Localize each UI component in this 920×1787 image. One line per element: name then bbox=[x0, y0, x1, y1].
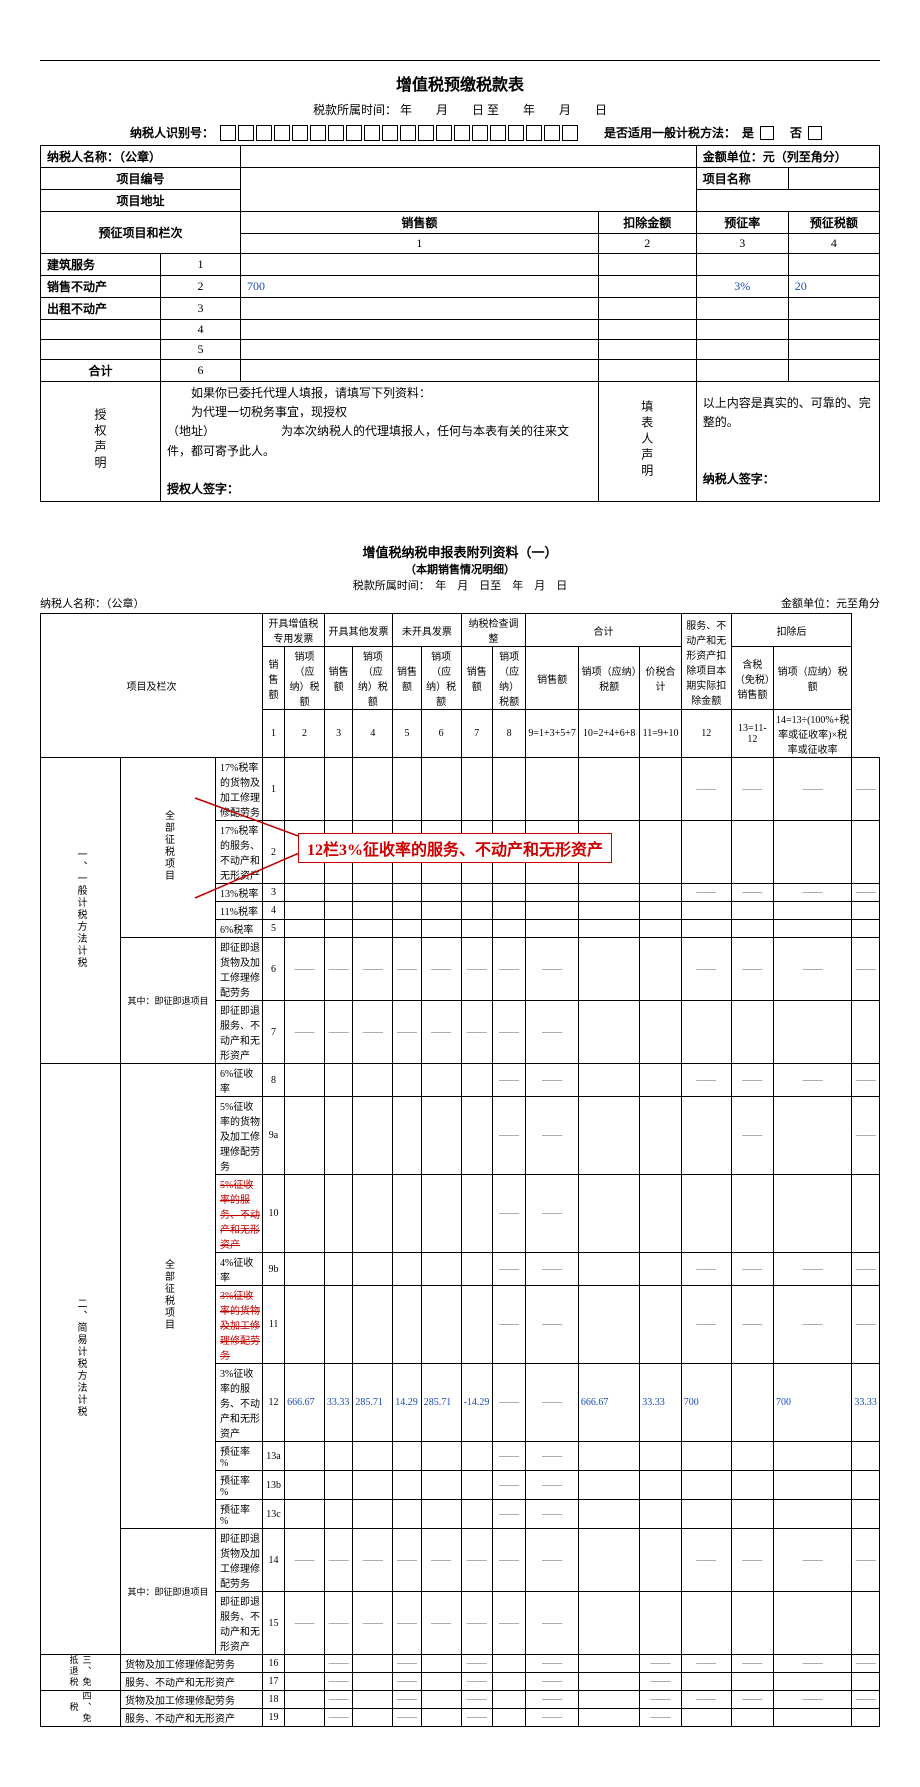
form1-period: 税款所属时间： 年 月 日 至 年 月 日 bbox=[40, 101, 880, 118]
table-row: 销售不动产 2 700 3% 20 bbox=[41, 276, 880, 298]
method-check: 是否适用一般计税方法： 是 否 bbox=[604, 124, 822, 141]
table-row: 5 bbox=[41, 340, 880, 360]
name-label: 纳税人名称：（公章） bbox=[41, 146, 241, 168]
detail-table: 项目及栏次 开具增值税专用发票 开具其他发票 未开具发票 纳税检查调整 合计 服… bbox=[40, 613, 880, 1727]
callout-row12: 12栏3%征收率的服务、不动产和无形资产 bbox=[298, 833, 612, 863]
auth-text: 如果你已委托代理人填报，请填写下列资料： 为代理一切税务事宜，现授权（地址） 为… bbox=[161, 382, 599, 502]
table-row: 合计 6 bbox=[41, 360, 880, 382]
table-row: 4 bbox=[41, 320, 880, 340]
table-row: 建筑服务 1 bbox=[41, 254, 880, 276]
filler-label: 填表人声明 bbox=[598, 382, 696, 502]
yes-checkbox[interactable] bbox=[760, 126, 774, 140]
table-row: 出租不动产 3 bbox=[41, 298, 880, 320]
form2-meta: 纳税人名称：（公章） 金额单位：元至角分 bbox=[40, 595, 880, 611]
divider-top bbox=[40, 60, 880, 61]
prepay-table: 纳税人名称：（公章） 金额单位：元（列至角分） 项目编号 项目名称 项目地址 预… bbox=[40, 145, 880, 502]
taxpayer-id-row: 纳税人识别号： 是否适用一般计税方法： 是 否 bbox=[130, 124, 880, 141]
filler-text: 以上内容是真实的、可靠的、完整的。 纳税人签字： bbox=[696, 382, 879, 502]
auth-label: 授权声明 bbox=[41, 382, 161, 502]
form2-title: 增值税纳税申报表附列资料（一） bbox=[40, 542, 880, 561]
form1-title: 增值税预缴税款表 bbox=[40, 71, 880, 95]
id-label: 纳税人识别号： bbox=[130, 124, 214, 141]
form2-period: 税款所属时间： 年 月 日至 年 月 日 bbox=[40, 577, 880, 593]
unit-label: 金额单位：元（列至角分） bbox=[696, 146, 879, 168]
no-checkbox[interactable] bbox=[808, 126, 822, 140]
id-boxes bbox=[220, 125, 578, 141]
form2-subtitle: （本期销售情况明细） bbox=[40, 561, 880, 577]
